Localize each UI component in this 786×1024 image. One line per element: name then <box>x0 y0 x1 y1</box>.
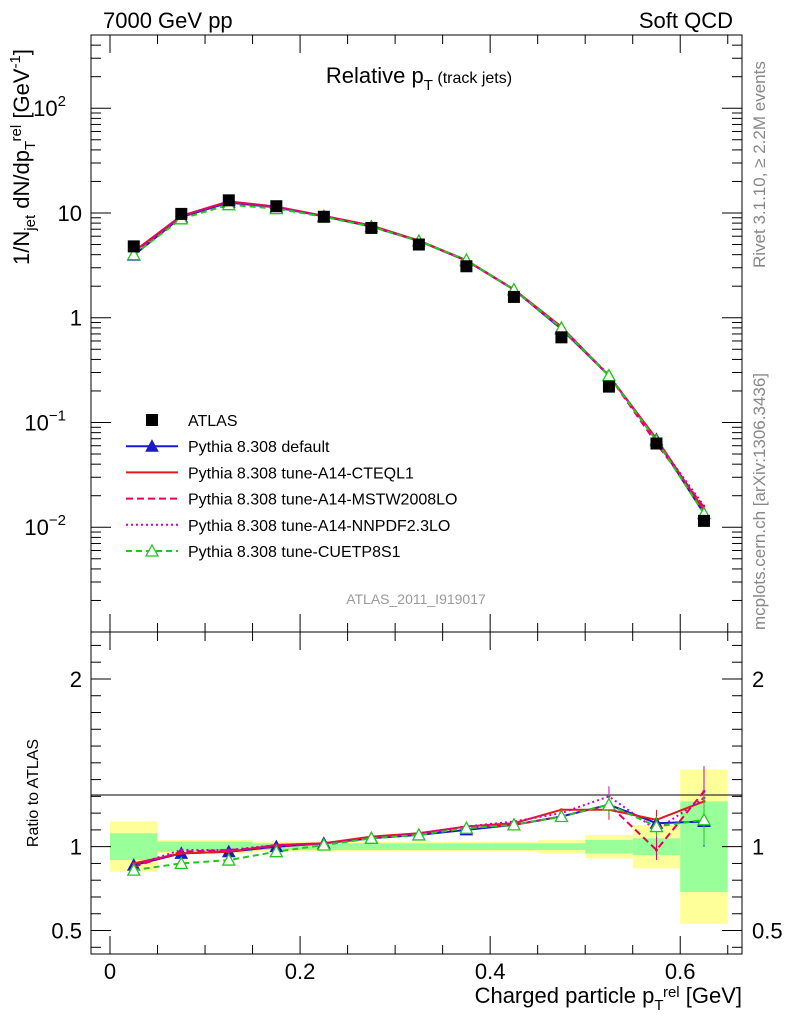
series-point-main <box>126 247 141 261</box>
series-point-ratio <box>174 856 189 870</box>
atlas-data-point <box>412 238 425 251</box>
legend-label: Pythia 8.308 tune-A14-NNPDF2.3LO <box>188 518 450 535</box>
series-point-ratio <box>654 848 658 852</box>
legend-marker <box>145 439 159 452</box>
ratio-panel: 0.5 0.5 1 1 2 2 0 0.2 0.4 0.6 Ratio to ATLAS Char… <box>25 631 783 1014</box>
atlas-data-point <box>222 194 235 207</box>
atlas-data-point <box>697 514 710 527</box>
ratio-band-green <box>347 843 396 851</box>
series-point-ratio <box>601 797 617 811</box>
series-point-ratio <box>126 862 141 876</box>
y-axis-label-main: 1/Njet dN/dpTrel [GeV-1] <box>7 49 39 265</box>
atlas-data-point <box>317 210 330 223</box>
series-point-ratio <box>696 812 712 826</box>
atlas-data-point <box>175 207 188 220</box>
main-frame <box>90 34 743 633</box>
atlas-data-point <box>507 290 520 303</box>
y-tick-label-ratio-right: 0.5 <box>752 919 783 944</box>
atlas-data-point <box>650 437 663 450</box>
y-tick-label-ratio: 0.5 <box>51 919 82 944</box>
rivet-version-label: Rivet 3.1.10, ≥ 2.2M events <box>750 61 769 268</box>
x-tick-label: 0.2 <box>285 959 316 984</box>
legend-label: Pythia 8.308 tune-CUETP8S1 <box>188 544 401 561</box>
y-tick-label-ratio: 2 <box>70 667 82 692</box>
ratio-band-green <box>442 843 491 851</box>
atlas-data-point <box>270 200 283 213</box>
legend-label: Pythia 8.308 tune-A14-CTEQL1 <box>188 465 414 482</box>
y-tick-label-ratio: 1 <box>70 835 82 860</box>
series-point-ratio <box>506 817 522 831</box>
ratio-band-green <box>490 843 538 851</box>
y-tick-label-main: 10−2 <box>24 512 66 540</box>
chart-title: Relative pT (track jets) <box>326 63 512 94</box>
atlas-data-point <box>555 331 568 344</box>
atlas-data-point <box>460 260 473 273</box>
analysis-label: ATLAS_2011_I919017 <box>346 591 486 607</box>
series-point-ratio <box>649 819 664 833</box>
mcplots-label: mcplots.cern.ch [arXiv:1306.3436] <box>750 372 769 630</box>
ratio-band-green <box>537 843 586 851</box>
legend-marker <box>146 414 158 426</box>
y-tick-label-main: 1 <box>70 306 82 331</box>
atlas-data-point <box>365 221 378 234</box>
series-point-ratio <box>221 852 236 866</box>
x-tick-label: 0.4 <box>475 959 506 984</box>
series-point-main <box>702 504 706 508</box>
y-axis-label-ratio: Ratio to ATLAS <box>25 739 42 847</box>
legend-label: ATLAS <box>188 413 238 430</box>
x-tick-label: 0 <box>104 959 116 984</box>
legend-label: Pythia 8.308 tune-A14-MSTW2008LO <box>188 492 457 509</box>
header-category-label: Soft QCD <box>639 8 733 33</box>
atlas-data-point <box>127 240 140 253</box>
series-point-ratio <box>459 820 474 834</box>
series-point-ratio <box>227 848 231 852</box>
y-tick-label-ratio-right: 1 <box>752 835 764 860</box>
series-point-ratio <box>411 827 426 841</box>
y-tick-label-main: 10 <box>58 201 82 226</box>
y-tick-label-ratio-right: 2 <box>752 667 764 692</box>
y-tick-label-main: 102 <box>33 93 66 121</box>
y-tick-label-main: 10−1 <box>24 407 66 435</box>
ratio-frame <box>90 631 743 955</box>
series-point-ratio <box>316 837 331 851</box>
ratio-band-green <box>585 839 633 854</box>
legend: ATLAS Pythia 8.308 default Pythia 8.308 tu… <box>126 413 457 561</box>
series-point-ratio <box>269 844 284 858</box>
x-tick-label: 0.6 <box>665 959 696 984</box>
series-point-ratio <box>364 830 379 844</box>
ratio-band-green <box>110 833 158 861</box>
x-axis-label: Charged particle pTrel [GeV] <box>475 983 742 1014</box>
series-point-ratio <box>554 809 569 823</box>
header-energy-label: 7000 GeV pp <box>103 8 233 33</box>
legend-label: Pythia 8.308 default <box>188 439 330 456</box>
ratio-band-green <box>395 843 443 851</box>
series-point-ratio <box>179 848 183 852</box>
legend-marker <box>144 543 160 557</box>
atlas-data-point <box>602 380 615 393</box>
